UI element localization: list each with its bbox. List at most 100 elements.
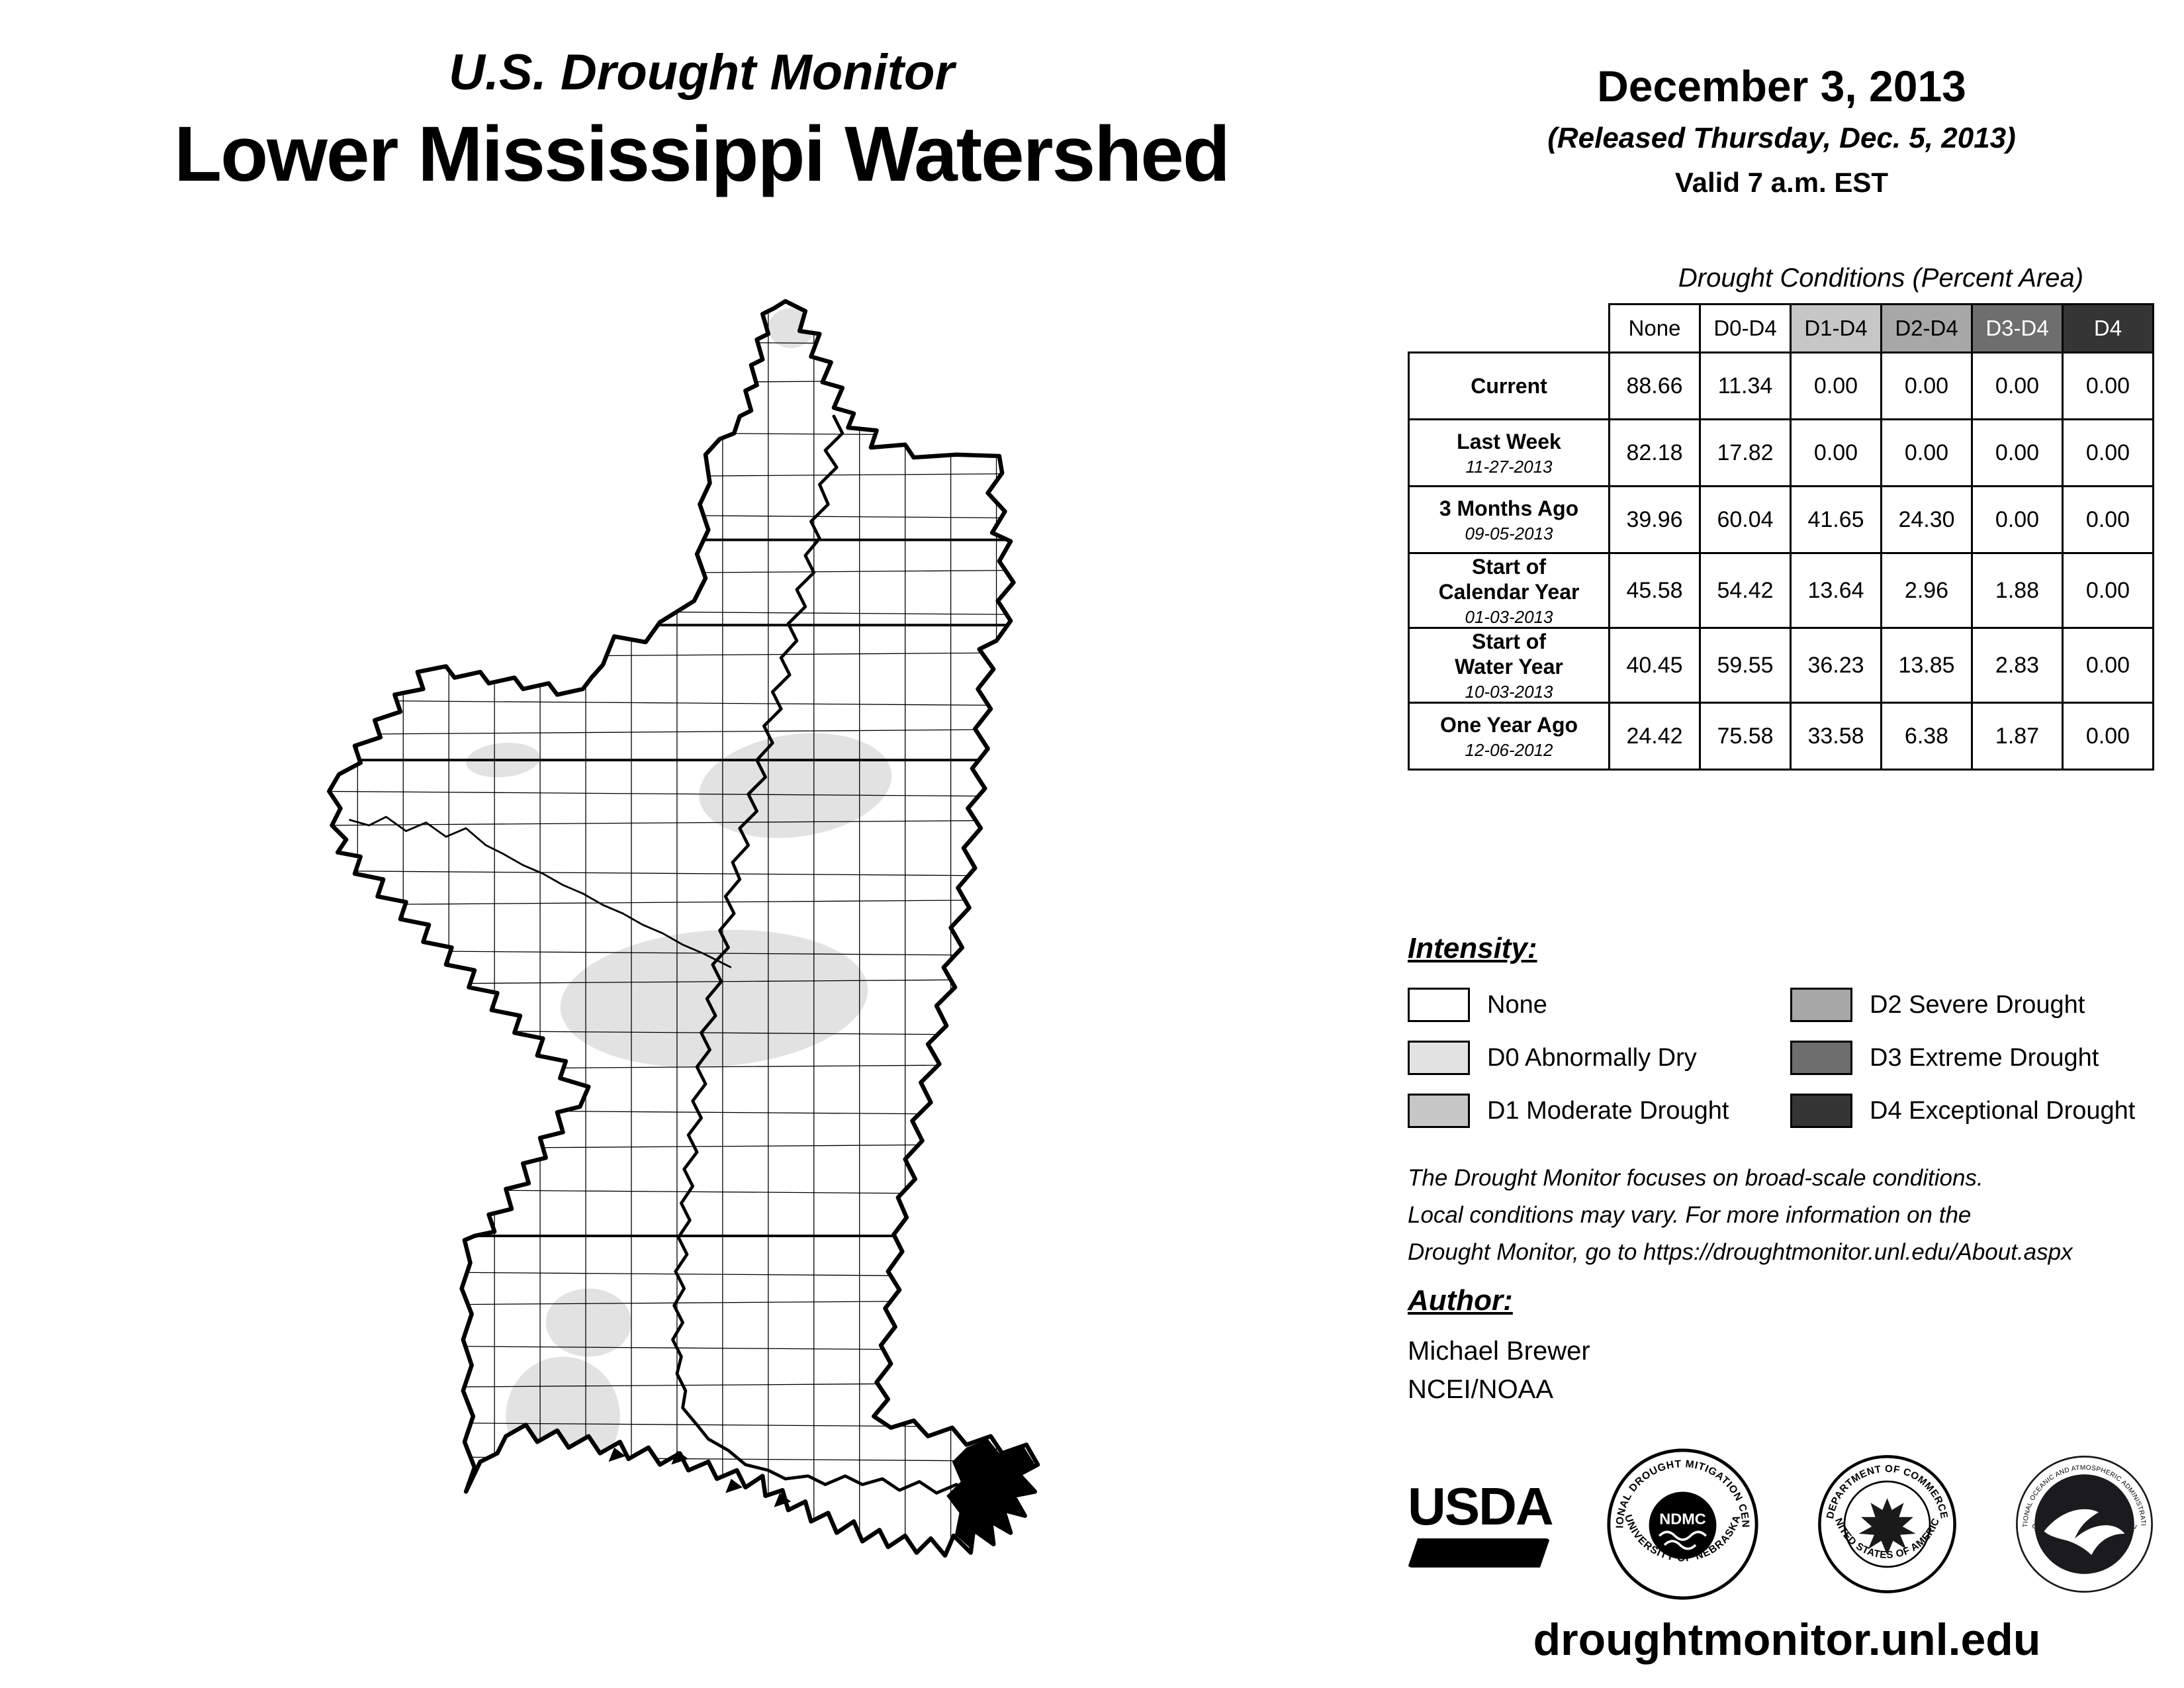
drought-value: 11.34 xyxy=(1699,352,1792,420)
mississippi-river xyxy=(671,414,1019,1499)
title-block: U.S. Drought Monitor Lower Mississippi W… xyxy=(119,44,1284,199)
page-title: Lower Mississippi Watershed xyxy=(173,111,1230,198)
legend-label: D2 Severe Drought xyxy=(1870,990,2085,1019)
drought-value: 1.87 xyxy=(1971,702,2064,771)
drought-value: 0.00 xyxy=(1880,352,1973,420)
drought-value: 75.58 xyxy=(1699,702,1792,771)
column-header: D4 xyxy=(2062,303,2154,353)
column-header: D0-D4 xyxy=(1699,303,1792,353)
drought-value: 0.00 xyxy=(2062,485,2154,554)
row-date: 09-05-2013 xyxy=(1465,524,1553,543)
table-row: Current 88.66 11.34 0.00 0.00 0.00 0.00 xyxy=(1408,352,2154,420)
row-date: 12-06-2012 xyxy=(1465,740,1553,760)
column-header: None xyxy=(1608,303,1701,353)
author-heading: Author: xyxy=(1408,1284,1513,1317)
table-row: One Year Ago 12-06-2012 24.42 75.58 33.58… xyxy=(1408,702,2154,771)
legend-label: D0 Abnormally Dry xyxy=(1487,1043,1697,1072)
usda-wordmark: USDA xyxy=(1408,1477,1554,1536)
drought-value: 6.38 xyxy=(1880,702,1973,771)
row-label: Last Week 11-27-2013 xyxy=(1408,418,1610,487)
drought-conditions-table: None D0-D4 D1-D4 D2-D4 D3-D4 D4 Current … xyxy=(1408,303,2154,771)
report-date: December 3, 2013 xyxy=(1597,62,1966,111)
released-date: (Released Thursday, Dec. 5, 2013) xyxy=(1547,122,2016,154)
legend-item: D4 Exceptional Drought xyxy=(1790,1094,2135,1128)
legend-swatch-d3 xyxy=(1790,1041,1852,1075)
row-date: 11-27-2013 xyxy=(1465,457,1553,477)
table-corner-cell xyxy=(1408,304,1610,353)
drought-value: 0.00 xyxy=(1971,418,2064,487)
drought-value: 0.00 xyxy=(2062,418,2154,487)
drought-value: 24.30 xyxy=(1880,485,1973,554)
agency-logos: USDA NATIONAL DROUGHT MITIGATION CENTER … xyxy=(1408,1444,2156,1603)
column-header: D1-D4 xyxy=(1790,303,1882,353)
drought-value: 0.00 xyxy=(2062,702,2154,771)
drought-value: 24.42 xyxy=(1608,702,1701,771)
watershed-map-svg xyxy=(327,299,1040,1558)
legend-swatch-d1 xyxy=(1408,1094,1470,1128)
author-section: Author: Michael Brewer NCEI/NOAA xyxy=(1408,1284,1590,1409)
row-date: 01-03-2013 xyxy=(1465,607,1553,627)
table-row: Start of Calendar Year 01-03-2013 45.58 5… xyxy=(1408,552,2154,629)
legend-label: D3 Extreme Drought xyxy=(1870,1043,2099,1072)
drought-value: 2.83 xyxy=(1971,627,2064,704)
legend-item: D0 Abnormally Dry xyxy=(1408,1041,1790,1075)
table-row: Last Week 11-27-2013 82.18 17.82 0.00 0.0… xyxy=(1408,418,2154,487)
watershed-outline-fill xyxy=(329,301,1038,1556)
drought-value: 13.64 xyxy=(1790,552,1882,629)
table-row: Start of Water Year 10-03-2013 40.45 59.5… xyxy=(1408,627,2154,704)
drought-value: 17.82 xyxy=(1699,418,1792,487)
report-kicker: U.S. Drought Monitor xyxy=(448,44,955,101)
drought-value: 40.45 xyxy=(1608,627,1701,704)
disclaimer-line: The Drought Monitor focuses on broad-sca… xyxy=(1408,1165,1983,1191)
row-label: Current xyxy=(1408,352,1610,420)
table-header-row: None D0-D4 D1-D4 D2-D4 D3-D4 D4 xyxy=(1408,303,2154,353)
usda-logo: USDA xyxy=(1408,1477,1554,1568)
drought-value: 88.66 xyxy=(1608,352,1701,420)
legend-label: None xyxy=(1487,990,1547,1019)
arkansas-river xyxy=(349,816,732,968)
drought-value: 82.18 xyxy=(1608,418,1701,487)
drought-value: 33.58 xyxy=(1790,702,1882,771)
department-of-commerce-seal: DEPARTMENT OF COMMERCE UNITED STATES OF … xyxy=(1816,1453,1956,1593)
noaa-gull-icon xyxy=(2044,1509,2125,1555)
author-name: Michael Brewer xyxy=(1408,1336,1590,1366)
drought-value: 41.65 xyxy=(1790,485,1882,554)
drought-value: 0.00 xyxy=(2062,552,2154,629)
drought-value: 0.00 xyxy=(2062,627,2154,704)
drought-value: 13.85 xyxy=(1880,627,1973,704)
drought-value: 0.00 xyxy=(1790,418,1882,487)
watershed-map xyxy=(318,291,1102,1605)
intensity-heading: Intensity: xyxy=(1408,932,1537,964)
disclaimer-line: Drought Monitor, go to https://droughtmo… xyxy=(1408,1239,2073,1265)
disclaimer-line: Local conditions may vary. For more info… xyxy=(1408,1202,1972,1228)
legend-swatch-d0 xyxy=(1408,1041,1470,1075)
legend-label: D1 Moderate Drought xyxy=(1487,1096,1729,1125)
table-row: 3 Months Ago 09-05-2013 39.96 60.04 41.65… xyxy=(1408,485,2154,554)
drought-value: 1.88 xyxy=(1971,552,2064,629)
noaa-logo: NATIONAL OCEANIC AND ATMOSPHERIC ADMINIS… xyxy=(2013,1453,2153,1593)
usda-swoosh xyxy=(1408,1538,1550,1568)
legend-swatch-d2 xyxy=(1790,988,1852,1022)
svg-text:NDMC: NDMC xyxy=(1660,1510,1707,1527)
legend-item: D3 Extreme Drought xyxy=(1790,1041,2135,1075)
column-header: D2-D4 xyxy=(1880,303,1973,353)
legend-item: D2 Severe Drought xyxy=(1790,988,2135,1022)
drought-value: 0.00 xyxy=(2062,352,2154,420)
drought-value: 0.00 xyxy=(1971,485,2064,554)
drought-value: 0.00 xyxy=(1880,418,1973,487)
date-block: December 3, 2013 (Released Thursday, Dec… xyxy=(1411,61,2152,199)
commerce-emblem xyxy=(1858,1497,1916,1555)
legend-label: D4 Exceptional Drought xyxy=(1870,1096,2136,1125)
drought-value: 54.42 xyxy=(1699,552,1792,629)
row-label: 3 Months Ago 09-05-2013 xyxy=(1408,485,1610,554)
column-header: D3-D4 xyxy=(1971,303,2064,353)
drought-value: 36.23 xyxy=(1790,627,1882,704)
author-org: NCEI/NOAA xyxy=(1408,1375,1554,1404)
table-title: Drought Conditions (Percent Area) xyxy=(1678,263,2084,293)
drought-value: 0.00 xyxy=(1790,352,1882,420)
row-label: Start of Water Year 10-03-2013 xyxy=(1408,627,1610,704)
row-date: 10-03-2013 xyxy=(1465,682,1553,702)
disclaimer: The Drought Monitor focuses on broad-sca… xyxy=(1408,1160,2073,1271)
ndmc-logo: NATIONAL DROUGHT MITIGATION CENTER UNIVE… xyxy=(1605,1446,1758,1600)
